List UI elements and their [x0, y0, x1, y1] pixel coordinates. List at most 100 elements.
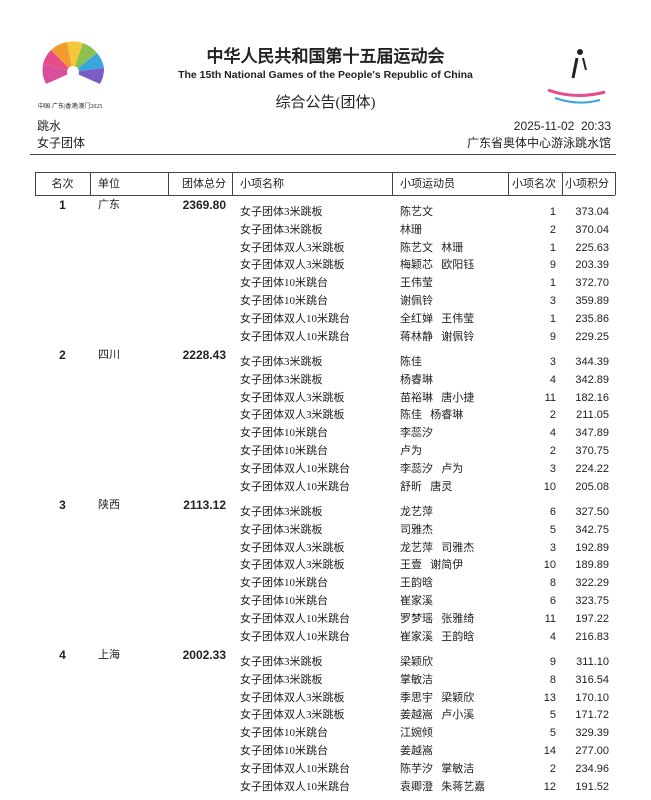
event-name: 女子团体10米跳台 — [240, 577, 328, 590]
athletes: 掌敏洁 — [400, 673, 433, 686]
event-name: 女子团体双人10米跳台 — [240, 480, 350, 493]
event-name: 女子团体3米跳板 — [240, 673, 323, 686]
logo-caption: 中国·广东|香港|澳门2025 — [38, 104, 103, 110]
table-header-bottom — [35, 195, 615, 196]
event-points: 277.00 — [575, 745, 609, 757]
event-name: 女子团体双人10米跳台 — [240, 462, 350, 475]
event-name: 女子团体10米跳台 — [240, 427, 328, 440]
event-rank: 5 — [549, 523, 556, 536]
event-rank: 9 — [549, 259, 556, 272]
event-points: 329.39 — [575, 727, 609, 740]
column-header: 小项名次 — [512, 178, 556, 190]
header-divider — [168, 172, 169, 195]
header-divider — [562, 172, 563, 195]
athletes: 王伟莹 — [400, 277, 433, 290]
athletes: 李蕊汐 卢为 — [400, 462, 464, 475]
event-name: 女子团体双人10米跳台 — [240, 330, 350, 343]
event-name: 女子团体双人3米跳板 — [240, 559, 345, 572]
athletes: 袁卿澄 朱蒋艺嘉 — [400, 780, 486, 793]
event-points: 322.29 — [575, 577, 609, 590]
athletes: 蒋林静 谢佩铃 — [400, 330, 475, 343]
event-name: 女子团体10米跳台 — [240, 277, 328, 290]
event-points: 205.08 — [575, 480, 609, 493]
athletes: 陈艺文 — [400, 206, 433, 218]
athletes: 龙艺萍 司雅杰 — [400, 541, 475, 554]
athletes: 全红婵 王伟莹 — [400, 312, 475, 325]
event-points: 216.83 — [575, 630, 609, 643]
athletes: 谢佩铃 — [400, 295, 433, 307]
event-name: 女子团体10米跳台 — [240, 745, 328, 757]
event-points: 192.89 — [575, 541, 609, 554]
column-header: 团体总分 — [182, 178, 226, 190]
event-points: 189.89 — [575, 559, 609, 572]
event-rank: 4 — [549, 373, 556, 386]
athletes: 陈艺文 林珊 — [400, 241, 464, 254]
column-header: 小项名称 — [240, 178, 284, 190]
team-rank: 2 — [59, 348, 66, 362]
event-rank: 12 — [543, 780, 556, 793]
header-divider — [35, 172, 36, 195]
event-rank: 3 — [549, 295, 556, 307]
event-rank: 6 — [549, 506, 556, 518]
team-unit: 陕西 — [98, 499, 120, 511]
event: 女子团体 — [37, 136, 86, 150]
event-name: 女子团体双人3米跳板 — [240, 691, 345, 704]
athletes: 龙艺萍 — [400, 506, 433, 518]
event-rank: 6 — [549, 595, 556, 607]
athletes: 崔家溪 王韵晗 — [400, 630, 475, 643]
column-header: 小项积分 — [565, 178, 609, 190]
rule — [30, 154, 616, 155]
event-points: 191.52 — [575, 780, 609, 793]
athletes: 陈佳 — [400, 356, 422, 368]
datetime: 2025-11-02 20:33 — [513, 119, 611, 133]
doc-title: 综合公告(团体) — [275, 95, 376, 111]
athletes: 季思宇 梁颖欣 — [400, 691, 475, 704]
event-name: 女子团体3米跳板 — [240, 523, 323, 536]
sport: 跳水 — [37, 119, 62, 133]
athletes: 苗裕琳 唐小捷 — [400, 391, 475, 404]
event-name: 女子团体3米跳板 — [240, 206, 323, 218]
event-points: 327.50 — [575, 506, 609, 518]
event-rank: 2 — [549, 409, 556, 422]
event-points: 311.10 — [576, 656, 609, 668]
event-points: 370.04 — [575, 223, 609, 236]
event-rank: 3 — [549, 356, 556, 368]
subtitle: The 15th National Games of the People's … — [178, 69, 473, 81]
header-divider — [90, 172, 91, 195]
event-points: 197.22 — [575, 612, 609, 625]
team-total: 2228.43 — [182, 348, 226, 362]
event-points: 323.75 — [575, 595, 609, 607]
athletes: 陈芋汐 掌敏洁 — [400, 762, 475, 775]
event-name: 女子团体双人10米跳台 — [240, 780, 350, 793]
event-rank: 10 — [543, 559, 556, 572]
event-rank: 9 — [549, 656, 556, 668]
athletes: 王壹 谢简伊 — [400, 559, 464, 572]
event-points: 342.75 — [575, 523, 609, 536]
athletes: 卢为 — [400, 445, 422, 457]
event-points: 235.86 — [575, 312, 609, 325]
event-points: 171.72 — [575, 709, 609, 722]
games-logo — [42, 41, 105, 84]
event-name: 女子团体双人3米跳板 — [240, 709, 345, 722]
event-name: 女子团体双人3米跳板 — [240, 391, 345, 404]
header-divider — [392, 172, 393, 195]
athletes: 姜越嵩 — [400, 745, 433, 757]
diving-logo — [547, 49, 606, 104]
event-rank: 11 — [544, 612, 556, 625]
event-rank: 4 — [549, 630, 556, 643]
athletes: 司雅杰 — [400, 523, 433, 536]
column-header: 小项运动员 — [400, 178, 455, 190]
event-name: 女子团体3米跳板 — [240, 656, 323, 668]
event-name: 女子团体双人10米跳台 — [240, 312, 350, 325]
event-points: 211.05 — [576, 409, 609, 422]
event-points: 224.22 — [575, 462, 609, 475]
event-rank: 5 — [549, 709, 556, 722]
event-name: 女子团体10米跳台 — [240, 295, 328, 307]
event-name: 女子团体3米跳板 — [240, 356, 323, 368]
athletes: 梁颖欣 — [400, 656, 433, 668]
event-rank: 2 — [549, 223, 556, 236]
event-rank: 5 — [549, 727, 556, 740]
logos — [42, 41, 606, 104]
athletes: 林珊 — [400, 223, 422, 236]
team-rank: 3 — [59, 498, 66, 512]
